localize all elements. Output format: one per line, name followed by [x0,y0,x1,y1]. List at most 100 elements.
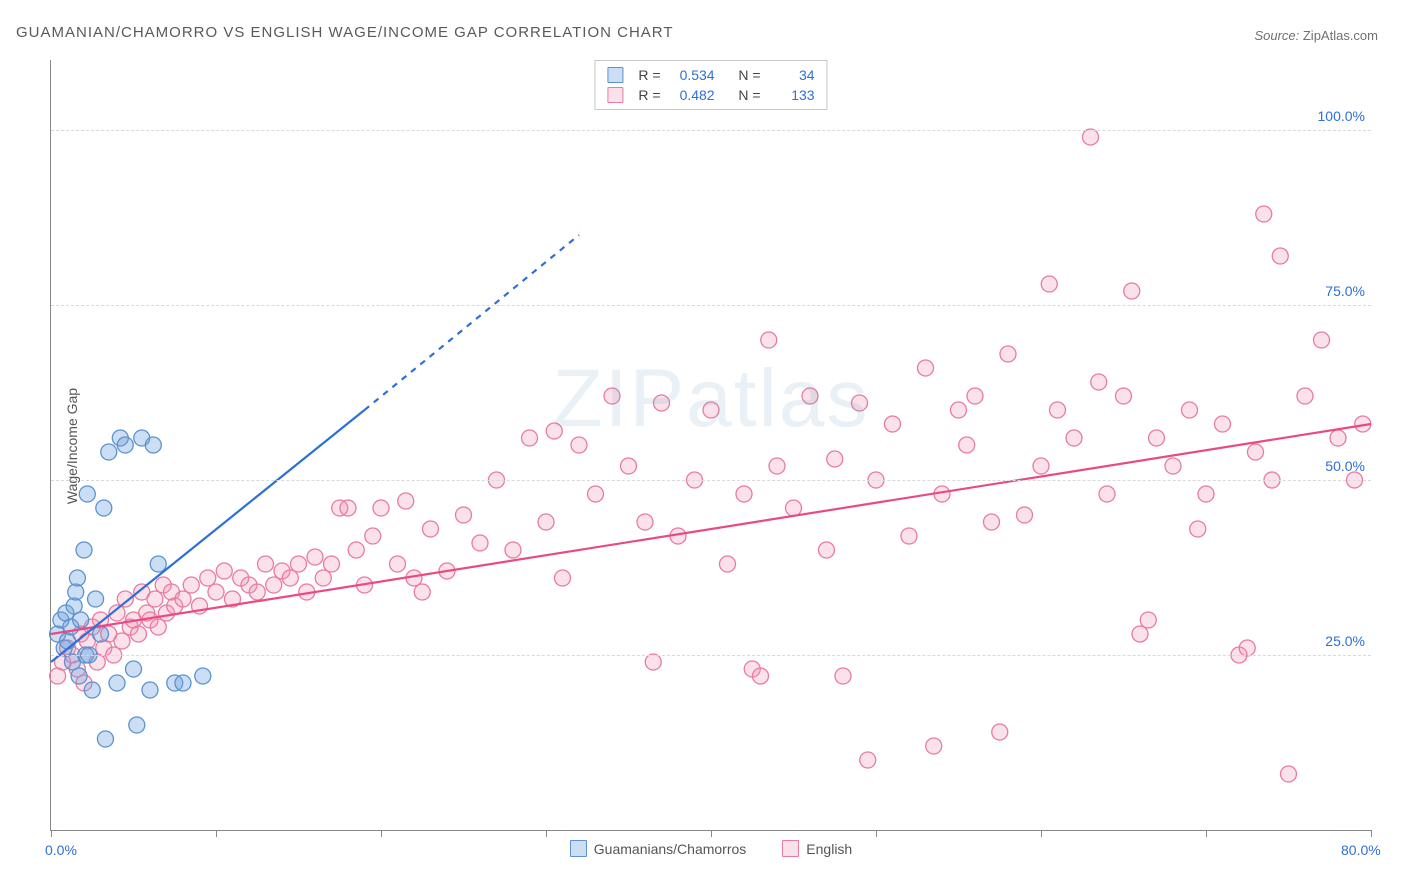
x-tick [711,830,712,837]
legend-label: English [806,841,852,857]
scatter-point [109,675,125,691]
swatch-icon [782,840,799,857]
scatter-point [97,731,113,747]
scatter-point [860,752,876,768]
scatter-point [1281,766,1297,782]
scatter-point [266,577,282,593]
scatter-point [216,563,232,579]
scatter-point [282,570,298,586]
scatter-point [621,458,637,474]
x-tick [216,830,217,837]
scatter-point [1248,444,1264,460]
scatter-point [852,395,868,411]
y-tick-label: 100.0% [1318,108,1365,124]
scatter-point [1116,388,1132,404]
scatter-point [1190,521,1206,537]
scatter-point [150,556,166,572]
scatter-point [117,437,133,453]
x-tick [381,830,382,837]
y-tick-label: 75.0% [1325,283,1365,299]
scatter-point [126,661,142,677]
scatter-point [249,584,265,600]
scatter-point [1198,486,1214,502]
trend-line [51,410,365,662]
scatter-point [1066,430,1082,446]
plot-area: ZIPatlas R =0.534 N =34R =0.482 N =133 G… [50,60,1371,831]
scatter-point [604,388,620,404]
scatter-point [918,360,934,376]
trend-line [365,235,580,410]
x-tick-label: 0.0% [45,842,77,858]
swatch-icon [607,87,623,103]
scatter-point [1017,507,1033,523]
scatter-point [1256,206,1272,222]
scatter-point [456,507,472,523]
scatter-point [79,486,95,502]
scatter-point [505,542,521,558]
scatter-point [71,668,87,684]
stat-n-label: N = [738,65,760,85]
scatter-point [827,451,843,467]
scatter-point [926,738,942,754]
stat-row: R =0.482 N =133 [607,85,814,105]
scatter-point [315,570,331,586]
stat-r-value: 0.534 [669,65,715,85]
scatter-point [522,430,538,446]
stat-r-label: R = [638,65,660,85]
scatter-point [546,423,562,439]
stat-n-label: N = [738,85,760,105]
scatter-point [959,437,975,453]
scatter-point [76,542,92,558]
scatter-point [951,402,967,418]
x-tick [546,830,547,837]
stat-r-label: R = [638,85,660,105]
scatter-point [769,458,785,474]
scatter-point [175,591,191,607]
scatter-point [885,416,901,432]
scatter-point [129,717,145,733]
stat-r-value: 0.482 [669,85,715,105]
scatter-point [753,668,769,684]
scatter-point [423,521,439,537]
x-tick [1041,830,1042,837]
scatter-point [145,437,161,453]
scatter-point [258,556,274,572]
scatter-point [901,528,917,544]
scatter-point [1124,283,1140,299]
scatter-point [992,724,1008,740]
scatter-point [654,395,670,411]
scatter-point [1165,458,1181,474]
scatter-point [645,654,661,670]
scatter-point [538,514,554,530]
scatter-point [1140,612,1156,628]
scatter-point [1149,430,1165,446]
x-tick [1206,830,1207,837]
scatter-point [175,675,191,691]
x-tick [51,830,52,837]
scatter-point [1099,486,1115,502]
scatter-point [183,577,199,593]
legend-item: Guamanians/Chamorros [570,840,747,857]
scatter-point [1182,402,1198,418]
scatter-point [1091,374,1107,390]
scatter-point [291,556,307,572]
y-gridline [51,655,1371,656]
legend-label: Guamanians/Chamorros [594,841,747,857]
stat-box: R =0.534 N =34R =0.482 N =133 [594,60,827,110]
source-prefix: Source: [1254,28,1302,43]
scatter-point [835,668,851,684]
scatter-point [73,612,89,628]
scatter-point [786,500,802,516]
scatter-point [720,556,736,572]
scatter-point [195,668,211,684]
scatter-point [324,556,340,572]
scatter-point [390,556,406,572]
scatter-point [307,549,323,565]
scatter-point [150,619,166,635]
scatter-point [637,514,653,530]
scatter-point [703,402,719,418]
y-tick-label: 50.0% [1325,458,1365,474]
x-tick [876,830,877,837]
legend-bottom: Guamanians/Chamorros English [51,840,1371,860]
scatter-point [571,437,587,453]
